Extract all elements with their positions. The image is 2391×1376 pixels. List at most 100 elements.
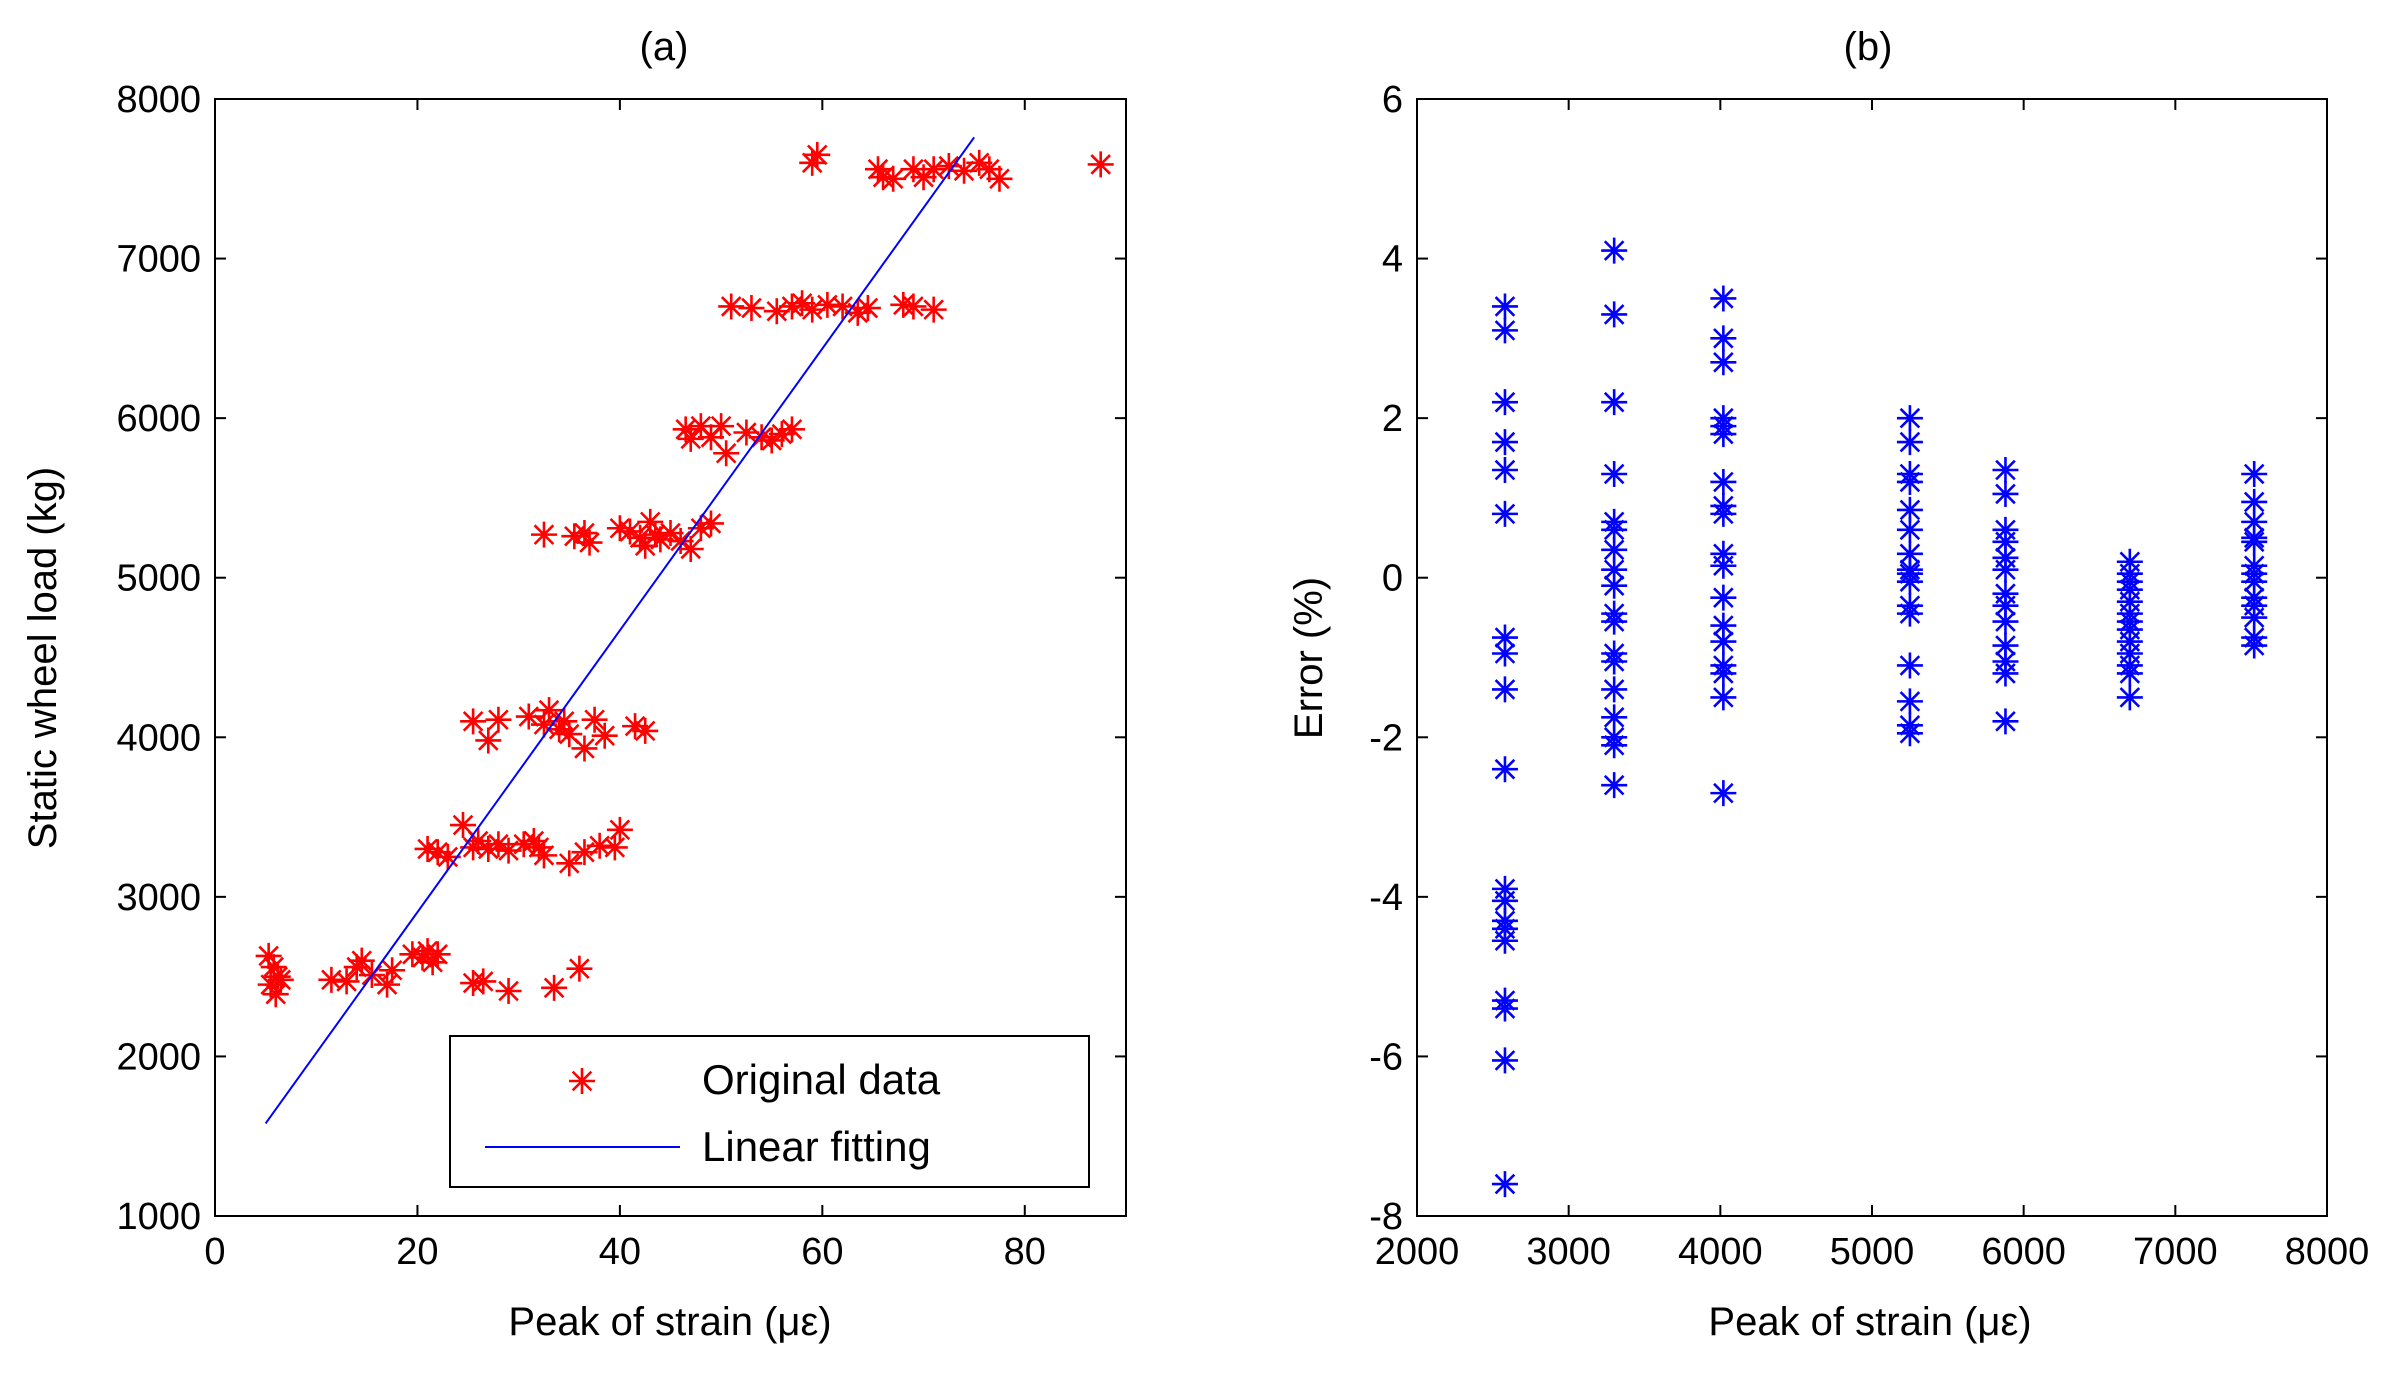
- error-point: [1710, 468, 1737, 495]
- error-point: [1992, 457, 2019, 484]
- chart-a-title: (a): [640, 25, 689, 69]
- data-point: [495, 978, 522, 1004]
- error-point: [1896, 496, 1923, 523]
- error-point: [1710, 500, 1737, 527]
- data-point: [414, 835, 441, 862]
- data-point: [348, 947, 375, 974]
- y-tick-label: 2000: [116, 1036, 201, 1078]
- chart-b: (b) 2000 3000 4000 5000 6000 7000 8000 -8 -6 -4 -2…: [1287, 25, 2369, 1344]
- data-point: [632, 532, 659, 559]
- x-tick-label: 4000: [1678, 1231, 1763, 1273]
- data-point: [551, 708, 578, 735]
- error-point: [1710, 285, 1737, 312]
- data-point: [976, 156, 1003, 183]
- error-point: [1601, 389, 1628, 416]
- error-point: [2241, 488, 2268, 515]
- y-tick-label: 2: [1382, 398, 1403, 440]
- error-point: [1491, 429, 1518, 456]
- y-tick-label: 7000: [116, 239, 201, 281]
- data-point: [789, 290, 816, 317]
- y-tick-label: 0: [1382, 558, 1403, 600]
- chart-a-ticks: 0 20 40 60 80 1000 2000 3000 4000 5000 6000 7000 800…: [116, 79, 1126, 1273]
- error-point: [1710, 421, 1737, 448]
- y-tick-label: -8: [1369, 1196, 1403, 1238]
- legend-box: [449, 1035, 1090, 1188]
- data-point: [260, 954, 287, 981]
- data-point: [571, 839, 598, 866]
- error-point: [1491, 317, 1518, 344]
- error-point: [1992, 632, 2019, 659]
- data-point: [844, 299, 871, 326]
- data-point: [733, 419, 760, 446]
- data-point: [586, 832, 613, 859]
- error-point: [1710, 660, 1737, 687]
- error-point: [1491, 624, 1518, 651]
- data-point: [591, 722, 618, 749]
- error-point: [2241, 460, 2268, 487]
- data-point: [870, 164, 897, 191]
- y-tick-label: -6: [1369, 1036, 1403, 1078]
- y-tick-label: -2: [1369, 717, 1403, 759]
- data-point: [951, 157, 978, 184]
- y-tick-label: -4: [1369, 877, 1403, 919]
- error-point: [2241, 604, 2268, 631]
- data-point: [738, 295, 765, 322]
- error-point: [1601, 704, 1628, 731]
- chart-b-series: [1491, 237, 2268, 1198]
- error-point: [1491, 995, 1518, 1022]
- data-point: [748, 424, 775, 451]
- error-point: [1710, 684, 1737, 711]
- error-point: [1710, 584, 1737, 611]
- error-point: [1491, 1171, 1518, 1198]
- data-point: [677, 425, 704, 452]
- error-point: [1491, 927, 1518, 954]
- data-point: [910, 164, 937, 191]
- data-point: [814, 291, 841, 318]
- data-point: [475, 835, 502, 862]
- error-point: [1992, 608, 2019, 635]
- data-point: [920, 296, 947, 323]
- data-point: [460, 970, 487, 997]
- error-point: [1896, 516, 1923, 543]
- data-point: [697, 424, 724, 451]
- data-point: [617, 518, 644, 545]
- error-point: [1601, 556, 1628, 583]
- data-point: [900, 156, 927, 183]
- data-point: [677, 535, 704, 562]
- data-point: [854, 295, 881, 322]
- data-point: [571, 520, 598, 547]
- data-point: [708, 413, 735, 440]
- data-point: [318, 966, 345, 993]
- error-point: [1896, 429, 1923, 456]
- data-point: [424, 839, 451, 866]
- data-point: [966, 149, 993, 176]
- x-tick-label: 7000: [2133, 1231, 2218, 1273]
- error-point: [1710, 780, 1737, 807]
- error-point: [1896, 405, 1923, 432]
- x-tick-label: 80: [1004, 1231, 1046, 1273]
- y-tick-label: 8000: [116, 79, 201, 121]
- data-point: [475, 727, 502, 754]
- error-point: [1491, 457, 1518, 484]
- y-tick-label: 1000: [116, 1196, 201, 1238]
- chart-a-xlabel: Peak of strain (με): [508, 1300, 831, 1344]
- data-point: [414, 938, 441, 965]
- data-point: [758, 427, 785, 454]
- y-tick-label: 6000: [116, 398, 201, 440]
- data-point: [1087, 151, 1114, 178]
- data-point: [556, 721, 583, 748]
- data-point: [697, 510, 724, 537]
- data-point: [525, 834, 552, 861]
- error-point: [2241, 508, 2268, 535]
- error-point: [1896, 600, 1923, 627]
- data-point: [713, 440, 740, 467]
- data-point: [829, 293, 856, 320]
- error-point: [1601, 237, 1628, 264]
- error-point: [1601, 301, 1628, 328]
- data-point: [255, 942, 282, 969]
- data-point: [530, 711, 557, 738]
- error-point: [1710, 612, 1737, 639]
- data-point: [485, 831, 512, 858]
- error-point: [1491, 389, 1518, 416]
